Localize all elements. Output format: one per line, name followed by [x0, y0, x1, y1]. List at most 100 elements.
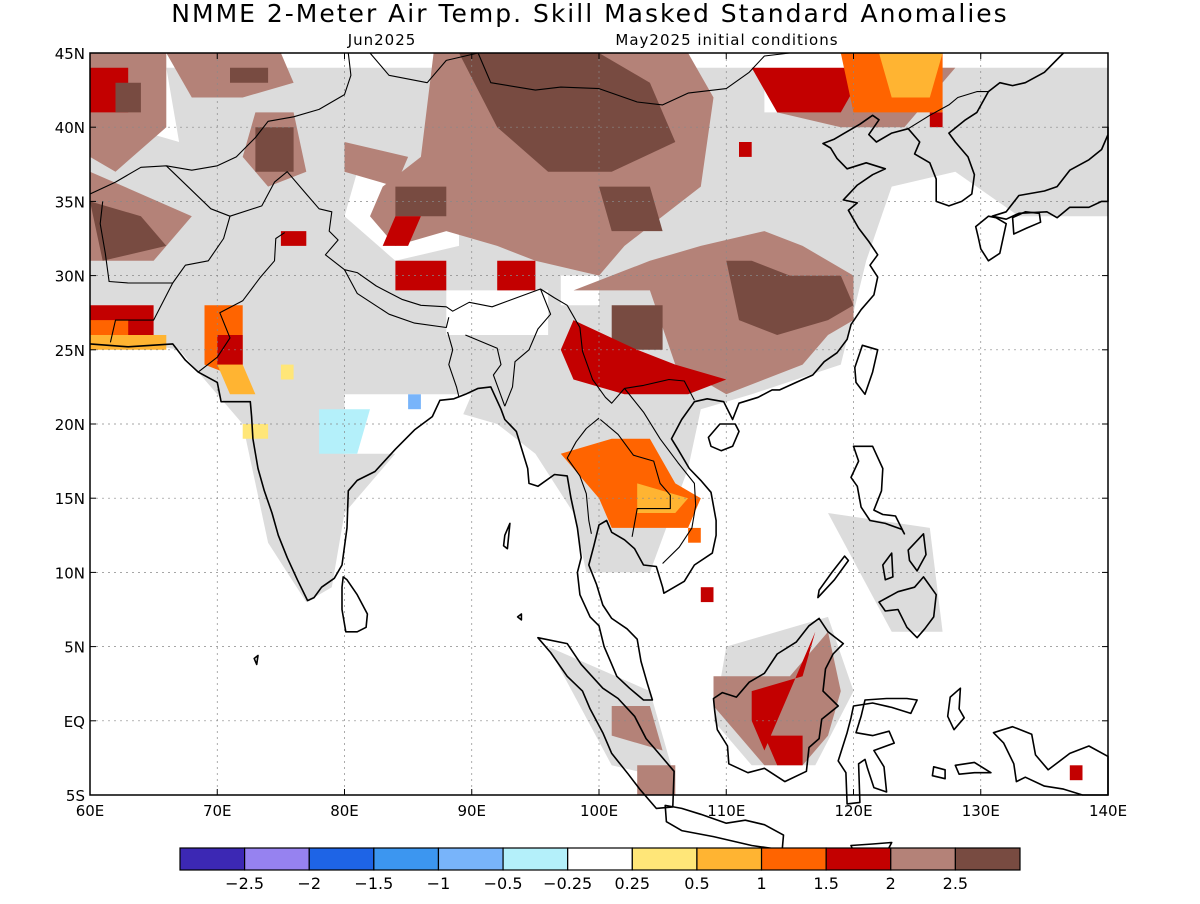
lon-tick-label-2: 80E	[330, 802, 359, 820]
lat-tick-label-0: 45N	[55, 45, 85, 63]
lon-tick-label-5: 110E	[707, 802, 745, 820]
lat-tick-label-5: 20N	[55, 416, 85, 434]
lat-tick-label-2: 35N	[55, 193, 85, 211]
lon-tick-label-4: 100E	[580, 802, 618, 820]
lon-tick-label-1: 70E	[203, 802, 232, 820]
anomaly-region-46	[408, 394, 421, 410]
lon-tick-label-0: 60E	[76, 802, 105, 820]
anomaly-region-52	[764, 735, 803, 766]
border-india-pakistan	[197, 232, 286, 373]
colorbar-swatch-12	[954, 847, 1021, 871]
coastline-mainland	[89, 52, 1065, 701]
lat-tick-label-4: 25N	[55, 342, 85, 360]
coast-mindanao	[878, 576, 938, 639]
coast-new-guinea	[992, 725, 1109, 796]
coast-seram	[954, 761, 992, 776]
anomaly-region-44	[280, 364, 294, 380]
anomaly-region-19	[611, 305, 663, 350]
border-china-mongolia	[477, 52, 790, 106]
anomaly-region-53	[700, 587, 714, 603]
gridlines	[90, 53, 1108, 795]
anomaly-region-56	[1069, 765, 1083, 781]
lon-tick-label-7: 130E	[962, 802, 1000, 820]
anomaly-region-28	[90, 201, 167, 261]
coast-sumatra	[537, 636, 675, 810]
coast-maldives	[253, 654, 259, 666]
colorbar-swatch-0	[179, 847, 246, 871]
anomaly-region-3	[828, 513, 943, 632]
anomaly-region-43	[242, 424, 269, 439]
border-myanmar-india	[504, 288, 552, 407]
colorbar-label-5: −0.25	[543, 874, 592, 893]
colorbar-label-6: 0.25	[614, 874, 650, 893]
colorbar-swatch-4	[437, 847, 504, 871]
border-vietnam-laos-cambodia	[624, 388, 697, 564]
coast-java	[664, 804, 785, 851]
colorbar-label-10: 2	[886, 874, 896, 893]
coast-andaman	[502, 522, 511, 550]
initial-conditions: May2025 initial conditions	[615, 31, 838, 49]
coast-panay-negros	[881, 552, 894, 581]
lat-tick-label-7: 10N	[55, 564, 85, 582]
anomaly-region-35	[382, 216, 421, 246]
border-central-asia	[89, 52, 352, 195]
lon-tick-label-6: 120E	[834, 802, 872, 820]
colorbar-label-9: 1.5	[813, 874, 838, 893]
anomaly-region-58	[929, 112, 943, 128]
colorbar-swatch-9	[760, 847, 827, 871]
anomaly-region-57	[739, 142, 752, 157]
coast-taiwan	[853, 344, 879, 396]
coast-halmahera	[946, 687, 966, 731]
anomaly-region-10	[446, 290, 549, 335]
anomaly-region-22	[751, 67, 867, 113]
coast-hainan	[707, 423, 740, 452]
colorbar-swatch-3	[373, 847, 440, 871]
valid-month: Jun2025	[347, 31, 417, 49]
colorbar-swatch-1	[244, 847, 310, 871]
colorbar-label-3: −1	[427, 874, 451, 893]
anomaly-region-33	[255, 127, 294, 172]
coast-buru	[931, 765, 946, 780]
anomaly-region-2	[548, 646, 676, 781]
anomaly-region-12	[459, 53, 676, 172]
anomaly-region-29	[115, 82, 141, 113]
border-nepal	[344, 269, 450, 329]
coast-sri-lanka	[341, 576, 369, 633]
lat-tick-label-1: 40N	[55, 119, 85, 137]
border-afghanistan	[99, 165, 231, 284]
colorbar-label-8: 1	[756, 874, 766, 893]
anomaly-region-20	[560, 320, 727, 395]
lon-tick-label-3: 90E	[457, 802, 486, 820]
border-himalaya	[229, 171, 568, 312]
coast-nicobar	[516, 613, 523, 621]
map-title: NMME 2-Meter Air Temp. Skill Masked Stan…	[171, 0, 1008, 28]
anomaly-region-54	[611, 706, 663, 751]
coast-samar-leyte	[907, 532, 927, 572]
border-bangladesh-west	[447, 331, 460, 398]
coast-palawan	[817, 555, 850, 599]
coast-shikoku	[1011, 211, 1042, 235]
anomaly-region-34	[344, 142, 409, 187]
lon-tick-label-8: 140E	[1089, 802, 1127, 820]
lat-tick-label-9: EQ	[64, 713, 85, 731]
colorbar-label-0: −2.5	[225, 874, 264, 893]
border-bangladesh-east	[465, 334, 506, 407]
colorbar-swatch-11	[890, 847, 956, 871]
colorbar-label-2: −1.5	[354, 874, 393, 893]
lon-axis: 60E 70E 80E 90E 100E 110E 120E 130E 140E	[76, 53, 1127, 820]
lat-tick-label-6: 15N	[55, 490, 85, 508]
lat-tick-label-10: 5S	[66, 787, 85, 805]
anomaly-region-30	[166, 53, 294, 98]
coast-sulawesi	[837, 697, 918, 805]
anomaly-region-51	[751, 631, 816, 751]
lat-axis: 45N 40N 35N 30N 25N 20N 15N 10N 5N EQ 5S	[55, 45, 1108, 805]
anomaly-region-7	[560, 275, 599, 306]
anomaly-region-38	[90, 320, 129, 335]
colorbar-swatch-6	[567, 847, 633, 871]
colorbar-label-4: −0.5	[484, 874, 523, 893]
anomaly-region-31	[230, 67, 269, 83]
colorbar-label-11: 2.5	[943, 874, 968, 893]
coast-kyushu	[974, 215, 1008, 262]
